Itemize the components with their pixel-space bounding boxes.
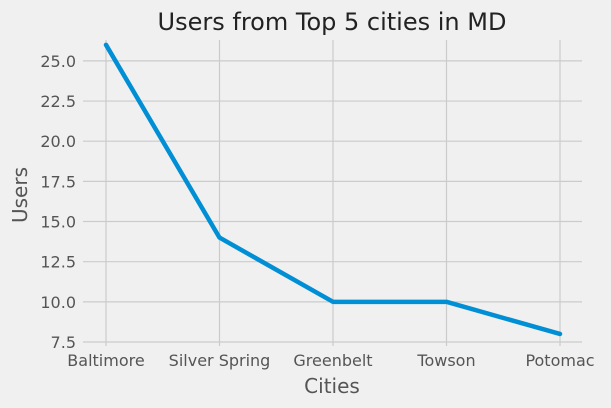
y-tick-label: 20.0 xyxy=(40,132,76,151)
x-tick-label: Greenbelt xyxy=(293,351,372,370)
x-tick-label: Baltimore xyxy=(67,351,144,370)
y-tick-label: 17.5 xyxy=(40,172,76,191)
x-tick-label: Potomac xyxy=(525,351,594,370)
x-axis-label: Cities xyxy=(304,374,360,398)
y-tick-label: 22.5 xyxy=(40,92,76,111)
y-tick-label: 12.5 xyxy=(40,253,76,272)
y-tick-label: 7.5 xyxy=(51,333,76,352)
y-tick-label: 10.0 xyxy=(40,293,76,312)
y-tick-label: 25.0 xyxy=(40,52,76,71)
x-tick-label: Towson xyxy=(416,351,475,370)
y-axis-label: Users xyxy=(8,167,32,223)
x-tick-label: Silver Spring xyxy=(169,351,271,370)
chart-title: Users from Top 5 cities in MD xyxy=(158,8,507,36)
y-tick-label: 15.0 xyxy=(40,213,76,232)
